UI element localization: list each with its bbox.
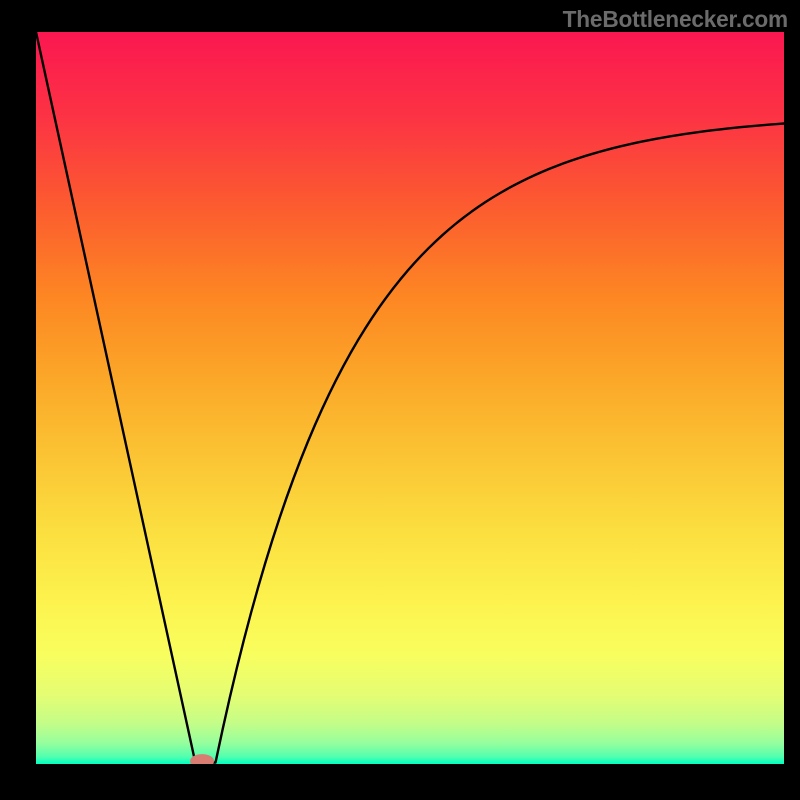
chart-background bbox=[36, 32, 784, 764]
bottleneck-chart bbox=[36, 32, 784, 764]
canvas: TheBottlenecker.com bbox=[0, 0, 800, 800]
watermark-text: TheBottlenecker.com bbox=[563, 6, 788, 33]
